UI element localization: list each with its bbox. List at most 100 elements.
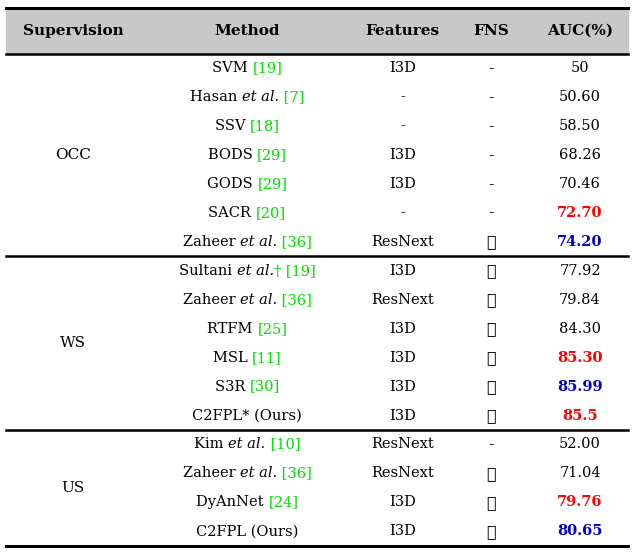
Text: Hasan: Hasan [190,90,242,104]
Text: AUC(%): AUC(%) [547,24,613,38]
Text: 68.26: 68.26 [559,148,601,162]
Text: † [19]: † [19] [274,264,316,278]
Text: 79.84: 79.84 [559,293,601,307]
Bar [6,257,628,430]
Text: -: - [489,60,494,77]
Text: et al.: et al. [228,438,266,452]
Text: ✓: ✓ [486,378,496,395]
Text: OCC: OCC [55,148,91,162]
Text: S3R: S3R [215,379,250,393]
Text: 71.04: 71.04 [559,466,601,480]
Text: 85.30: 85.30 [557,351,603,365]
Text: [19]: [19] [252,61,282,75]
Text: Zaheer: Zaheer [183,466,240,480]
Text: ✓: ✓ [486,320,496,337]
Text: Zaheer: Zaheer [183,293,240,307]
Text: [10]: [10] [266,438,300,452]
Text: ResNext: ResNext [372,438,434,452]
Text: C2FPL (Ours): C2FPL (Ours) [196,524,299,538]
Text: 84.30: 84.30 [559,322,601,336]
Text: [36]: [36] [277,466,312,480]
Text: Sultani: Sultani [179,264,236,278]
Text: ResNext: ResNext [372,293,434,307]
Text: -: - [400,90,405,104]
Text: 50: 50 [571,61,590,75]
Text: et al.: et al. [236,264,274,278]
Text: C2FPL* (Ours): C2FPL* (Ours) [192,408,302,423]
Text: I3D: I3D [389,524,416,538]
Text: 85.5: 85.5 [562,408,598,423]
Text: et al.: et al. [240,235,277,249]
Text: I3D: I3D [389,61,416,75]
Text: GODS: GODS [207,177,257,191]
Text: 58.50: 58.50 [559,119,601,134]
Text: Method: Method [214,24,280,38]
Text: [30]: [30] [250,379,280,393]
Text: -: - [400,119,405,134]
Text: et al.: et al. [242,90,279,104]
Text: Zaheer: Zaheer [183,235,240,249]
Text: -: - [400,206,405,220]
Text: ✗: ✗ [486,465,496,482]
Text: -: - [489,147,494,164]
Text: ✗: ✗ [486,407,496,424]
Text: BODS: BODS [207,148,257,162]
Text: [29]: [29] [257,148,287,162]
Text: [36]: [36] [277,235,312,249]
Text: SACR: SACR [209,206,256,220]
Bar [6,8,628,54]
Text: [20]: [20] [256,206,286,220]
Text: -: - [489,176,494,193]
Text: [29]: [29] [257,177,287,191]
Text: 50.60: 50.60 [559,90,601,104]
Text: Kim: Kim [195,438,228,452]
Text: I3D: I3D [389,264,416,278]
Text: ✓: ✓ [486,349,496,366]
Text: 70.46: 70.46 [559,177,601,191]
Text: [24]: [24] [268,495,299,509]
Text: -: - [489,89,494,106]
Text: 74.20: 74.20 [557,235,603,249]
Text: 72.70: 72.70 [557,206,603,220]
Text: [11]: [11] [252,351,282,365]
Text: ✗: ✗ [486,233,496,250]
Text: RTFM: RTFM [207,322,257,336]
Text: -: - [489,118,494,135]
Text: I3D: I3D [389,322,416,336]
Text: I3D: I3D [389,408,416,423]
Text: US: US [61,481,84,495]
Text: 79.76: 79.76 [557,495,603,509]
Text: -: - [489,204,494,222]
Text: et al.: et al. [240,293,277,307]
Text: -: - [489,436,494,453]
Text: ✗: ✗ [486,291,496,309]
Text: 80.65: 80.65 [557,524,603,538]
Text: 52.00: 52.00 [559,438,601,452]
Text: I3D: I3D [389,351,416,365]
Text: ✓: ✓ [486,263,496,279]
Text: et al.: et al. [240,466,277,480]
Text: SSV: SSV [215,119,250,134]
Text: I3D: I3D [389,148,416,162]
Text: I3D: I3D [389,379,416,393]
Text: [18]: [18] [250,119,280,134]
Text: I3D: I3D [389,177,416,191]
Text: FNS: FNS [474,24,509,38]
Bar [6,430,628,546]
Text: ✓: ✓ [486,494,496,511]
Text: 85.99: 85.99 [557,379,603,393]
Text: 77.92: 77.92 [559,264,601,278]
Text: SVM: SVM [212,61,252,75]
Text: [7]: [7] [279,90,304,104]
Text: WS: WS [60,336,86,350]
Text: DyAnNet: DyAnNet [196,495,268,509]
Text: ResNext: ResNext [372,466,434,480]
Text: MSL: MSL [212,351,252,365]
Text: [36]: [36] [277,293,312,307]
Bar [6,54,628,257]
Text: [25]: [25] [257,322,287,336]
Text: ResNext: ResNext [372,235,434,249]
Text: I3D: I3D [389,495,416,509]
Text: Features: Features [366,24,439,38]
Text: ✗: ✗ [486,523,496,540]
